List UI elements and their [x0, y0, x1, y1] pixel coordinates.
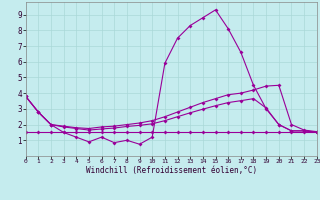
X-axis label: Windchill (Refroidissement éolien,°C): Windchill (Refroidissement éolien,°C)	[86, 166, 257, 175]
